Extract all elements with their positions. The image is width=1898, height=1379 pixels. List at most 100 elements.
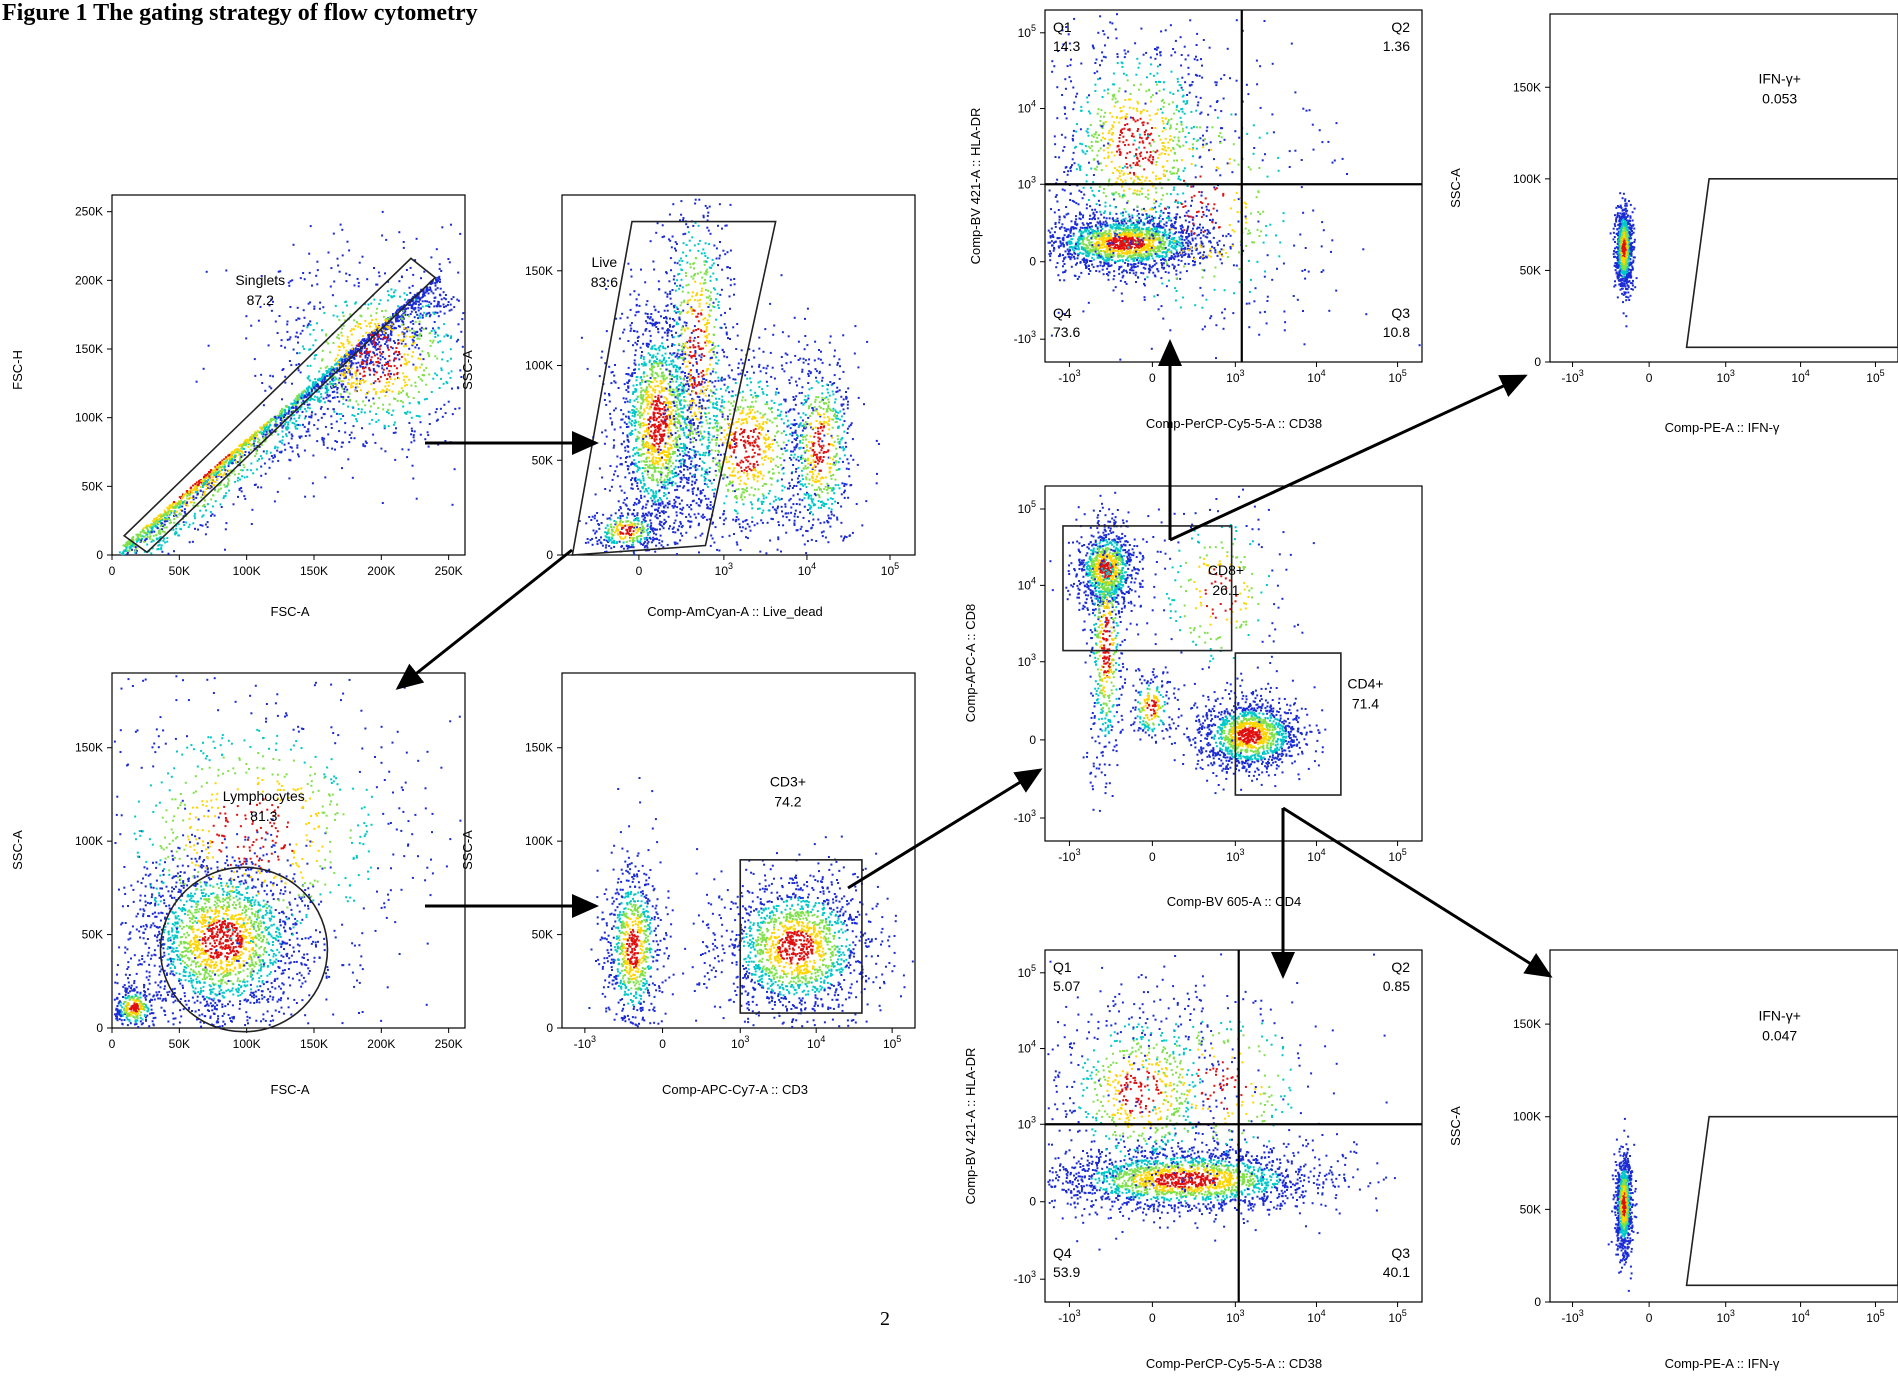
event-dot (645, 464, 647, 466)
event-dot (327, 343, 329, 345)
event-dot (398, 393, 400, 395)
event-dot (286, 323, 288, 325)
event-dot (336, 392, 338, 394)
event-dot (688, 393, 690, 395)
event-dot (311, 389, 313, 391)
event-dot (256, 453, 258, 455)
event-dot (651, 437, 653, 439)
event-dot (430, 314, 432, 316)
event-dot (270, 452, 272, 454)
event-dot (317, 428, 319, 430)
event-dot (666, 296, 668, 298)
event-dot (669, 326, 671, 328)
event-dot (640, 269, 642, 271)
event-dot (667, 346, 669, 348)
event-dot (661, 337, 663, 339)
event-dot (365, 396, 367, 398)
event-dot (331, 448, 333, 450)
event-dot (461, 318, 463, 320)
event-dot (160, 516, 162, 518)
event-dot (399, 326, 401, 328)
event-dot (370, 303, 372, 305)
event-dot (264, 390, 266, 392)
event-dot (391, 323, 393, 325)
y-axis-label: FSC-H (10, 350, 25, 390)
event-dot (434, 336, 436, 338)
event-dot (615, 382, 617, 384)
event-dot (649, 519, 651, 521)
event-dot (389, 340, 391, 342)
event-dot (695, 454, 697, 456)
event-dot (673, 376, 675, 378)
event-dot (340, 418, 342, 420)
event-dot (133, 545, 135, 547)
event-dot (658, 288, 660, 290)
event-dot (279, 441, 281, 443)
event-dot (121, 553, 123, 555)
event-dot (642, 333, 644, 335)
event-dot (676, 404, 678, 406)
event-dot (333, 315, 335, 317)
event-dot (309, 435, 311, 437)
event-dot (700, 312, 702, 314)
event-dot (352, 477, 354, 479)
event-dot (680, 200, 682, 202)
event-dot (669, 391, 671, 393)
event-dot (225, 456, 227, 458)
event-dot (451, 388, 453, 390)
event-dot (604, 488, 606, 490)
event-dot (357, 326, 359, 328)
event-dot (683, 242, 685, 244)
event-dot (644, 491, 646, 493)
event-dot (454, 408, 456, 410)
event-dot (374, 380, 376, 382)
event-dot (453, 306, 455, 308)
event-dot (648, 457, 650, 459)
event-dot (621, 443, 623, 445)
event-dot (415, 321, 417, 323)
event-dot (670, 257, 672, 259)
event-dot (266, 424, 268, 426)
event-dot (284, 347, 286, 349)
event-dot (395, 432, 397, 434)
event-dot (370, 359, 372, 361)
event-dot (428, 354, 430, 356)
event-dot (290, 364, 292, 366)
event-dot (424, 438, 426, 440)
event-dot (408, 348, 410, 350)
event-dot (682, 450, 684, 452)
event-dot (723, 379, 725, 381)
event-dot (655, 372, 657, 374)
event-dot (411, 311, 413, 313)
event-dot (632, 415, 634, 417)
event-dot (680, 512, 682, 514)
event-dot (671, 378, 673, 380)
event-dot (698, 373, 700, 375)
event-dot (358, 285, 360, 287)
event-dot (678, 385, 680, 387)
event-dot (689, 337, 691, 339)
event-dot (327, 447, 329, 449)
event-dot (713, 262, 715, 264)
event-dot (631, 420, 633, 422)
event-dot (460, 331, 462, 333)
event-dot (338, 346, 340, 348)
event-dot (412, 351, 414, 353)
event-dot (147, 529, 149, 531)
event-dot (341, 356, 343, 358)
event-dot (642, 425, 644, 427)
event-dot (296, 411, 298, 413)
event-dot (682, 252, 684, 254)
event-dot (328, 252, 330, 254)
event-dot (673, 279, 675, 281)
event-dot (647, 394, 649, 396)
event-dot (660, 504, 662, 506)
event-dot (353, 382, 355, 384)
event-dot (414, 308, 416, 310)
event-dot (678, 525, 680, 527)
event-dot (655, 457, 657, 459)
event-dot (251, 434, 253, 436)
event-dot (639, 426, 641, 428)
event-dot (684, 233, 686, 235)
event-dot (690, 307, 692, 309)
